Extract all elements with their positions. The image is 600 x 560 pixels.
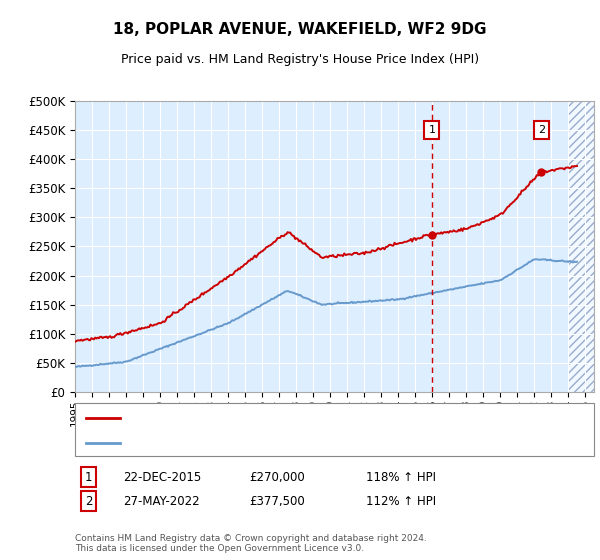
Text: £270,000: £270,000	[249, 470, 305, 484]
Text: 2: 2	[538, 125, 545, 135]
Text: Price paid vs. HM Land Registry's House Price Index (HPI): Price paid vs. HM Land Registry's House …	[121, 53, 479, 66]
Text: 18, POPLAR AVENUE, WAKEFIELD, WF2 9DG: 18, POPLAR AVENUE, WAKEFIELD, WF2 9DG	[113, 22, 487, 38]
Text: HPI: Average price, semi-detached house, Wakefield: HPI: Average price, semi-detached house,…	[126, 437, 412, 447]
Text: 2: 2	[85, 494, 92, 508]
Text: 18, POPLAR AVENUE, WAKEFIELD, WF2 9DG (semi-detached house): 18, POPLAR AVENUE, WAKEFIELD, WF2 9DG (s…	[126, 413, 495, 423]
Text: 27-MAY-2022: 27-MAY-2022	[123, 494, 200, 508]
Text: 112% ↑ HPI: 112% ↑ HPI	[366, 494, 436, 508]
Text: 1: 1	[85, 470, 92, 484]
Text: 118% ↑ HPI: 118% ↑ HPI	[366, 470, 436, 484]
Text: 22-DEC-2015: 22-DEC-2015	[123, 470, 201, 484]
Text: 1: 1	[428, 125, 436, 135]
Text: Contains HM Land Registry data © Crown copyright and database right 2024.
This d: Contains HM Land Registry data © Crown c…	[75, 534, 427, 553]
Text: £377,500: £377,500	[249, 494, 305, 508]
